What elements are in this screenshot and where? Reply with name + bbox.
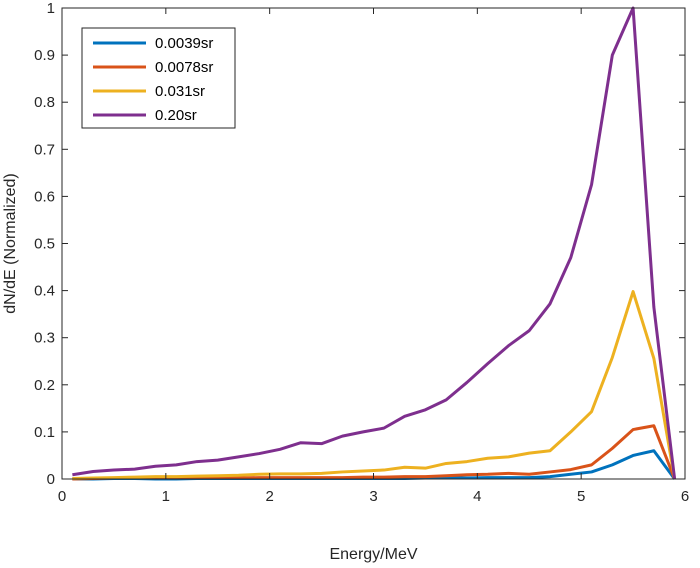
series-line-0.031sr [72,290,677,481]
legend-label: 0.031sr [155,83,205,100]
x-tick-label: 0 [58,488,66,505]
y-tick-label: 0.5 [34,236,55,253]
y-axis-title: dN/dE (Normalized) [2,173,19,313]
y-tick-label: 0.9 [34,47,55,64]
x-tick-label: 4 [473,488,481,505]
x-tick-label: 5 [577,488,585,505]
legend-label: 0.0078sr [155,59,213,76]
legend: 0.0039sr 0.0078sr 0.031sr 0.20sr [81,27,236,129]
y-axis-ticks: 0 0.1 0.2 0.3 0.4 0.5 0.6 0.7 0.8 0.9 1 [34,0,685,488]
x-axis-title: Energy/MeV [329,546,417,563]
legend-label: 0.0039sr [155,35,213,52]
y-tick-label: 0.3 [34,330,55,347]
x-tick-label: 3 [369,488,377,505]
y-tick-label: 0.6 [34,188,55,205]
y-tick-label: 0.7 [34,141,55,158]
x-axis-ticks: 0 1 2 3 4 5 6 [58,8,689,505]
x-tick-label: 2 [265,488,273,505]
legend-box [81,27,236,129]
legend-label: 0.20sr [155,107,197,124]
y-tick-label: 0.1 [34,424,55,441]
x-tick-label: 6 [681,488,689,505]
x-tick-label: 1 [162,488,170,505]
series-line-0.20sr [72,6,677,480]
y-tick-label: 0 [47,471,55,488]
y-tick-label: 0.8 [34,94,55,111]
y-tick-label: 0.4 [34,283,55,300]
y-tick-label: 1 [47,0,55,17]
y-tick-label: 0.2 [34,377,55,394]
